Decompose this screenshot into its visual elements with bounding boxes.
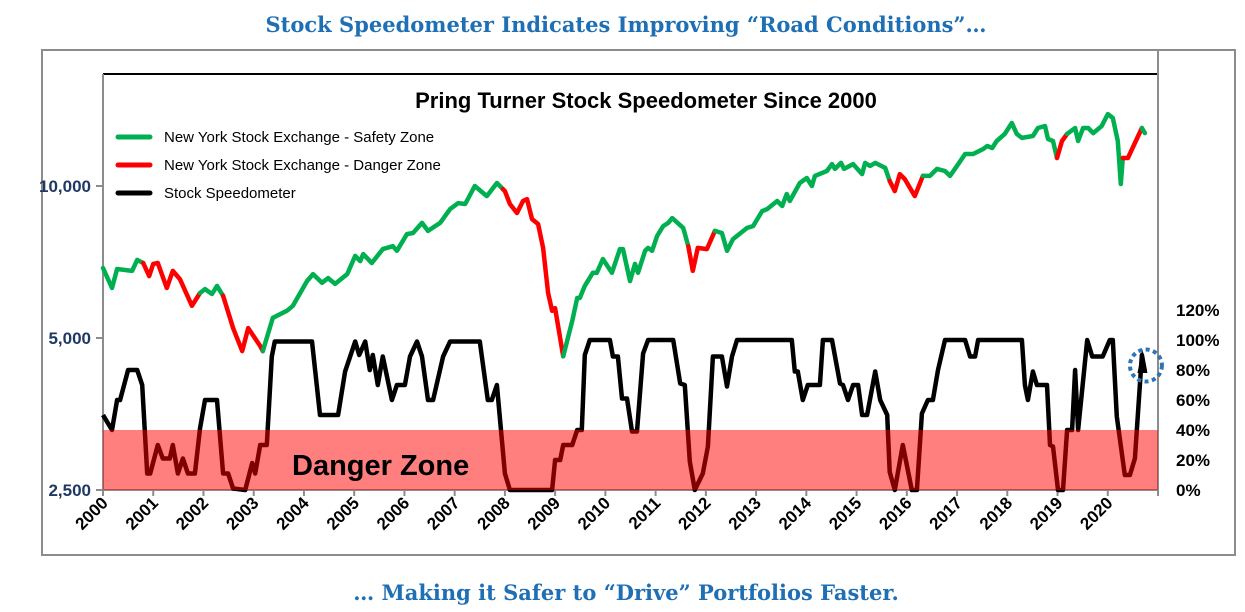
legend-label-danger: New York Stock Exchange - Danger Zone — [164, 157, 441, 174]
right-tick-label: 60% — [1176, 391, 1210, 410]
nyse-danger-segment — [220, 293, 266, 354]
chart-frame — [41, 49, 1236, 556]
x-tick-label: 2003 — [222, 493, 262, 533]
left-tick-label: 10,000 — [39, 177, 91, 196]
speedometer-arrowhead — [1137, 349, 1148, 373]
nyse-safety-segment — [560, 215, 691, 359]
nyse-safety-segment — [1064, 111, 1126, 187]
legend-label-safety: New York Stock Exchange - Safety Zone — [164, 129, 434, 146]
right-tick-label: 20% — [1176, 451, 1210, 470]
x-tick-label: 2014 — [775, 493, 816, 534]
nyse-danger-segment — [1054, 131, 1070, 161]
x-tick-label: 2006 — [373, 493, 413, 533]
x-tick-label: 2019 — [1026, 493, 1066, 533]
nyse-safety-segment — [712, 160, 892, 254]
x-tick-label: 2002 — [172, 493, 212, 533]
right-tick-label: 120% — [1176, 301, 1219, 320]
x-tick-label: 2005 — [323, 493, 363, 533]
right-tick-label: 40% — [1176, 421, 1210, 440]
legend-label-speedometer: Stock Speedometer — [164, 185, 296, 202]
x-tick-label: 2010 — [574, 493, 614, 533]
nyse-danger-segment — [500, 186, 566, 359]
chart-title: Pring Turner Stock Speedometer Since 200… — [415, 88, 877, 113]
x-tick-label: 2008 — [474, 493, 514, 533]
headline-top: Stock Speedometer Indicates Improving “R… — [265, 12, 986, 37]
x-tick-label: 2007 — [423, 493, 463, 533]
left-tick-label: 2,500 — [48, 481, 91, 500]
nyse-danger-segment — [1120, 125, 1145, 161]
nyse-danger-segment — [686, 228, 718, 274]
legend: New York Stock Exchange - Safety Zone Ne… — [115, 129, 441, 202]
right-tick-label: 80% — [1176, 361, 1210, 380]
danger-zone-band — [103, 430, 1158, 490]
x-tick-label: 2012 — [675, 493, 715, 533]
nyse-safety-segment — [100, 257, 146, 291]
headline-bottom: … Making it Safer to “Drive” Portfolios … — [353, 580, 899, 605]
nyse-safety-segment — [1139, 125, 1148, 136]
nyse-danger-segment — [140, 260, 203, 309]
x-tick-label: 2013 — [725, 493, 765, 533]
highlight-circle — [1127, 347, 1164, 384]
plot-area: 2,500 5,000 10,000 0% 20% 40% 60% 80% 100% 120% 20… — [39, 50, 1219, 534]
nyse-safety-segment — [920, 120, 1060, 179]
right-tick-label: 0% — [1176, 481, 1201, 500]
x-tick-label: 2004 — [273, 493, 314, 534]
x-tick-label: 2011 — [625, 493, 665, 533]
nyse-safety-segment — [197, 283, 226, 299]
nyse-danger-segment — [887, 171, 926, 199]
x-tick-label: 2017 — [926, 493, 966, 533]
x-tick-label: 2001 — [122, 493, 162, 533]
x-tick-label: 2016 — [875, 493, 915, 533]
left-tick-label: 5,000 — [48, 329, 91, 348]
x-tick-label: 2020 — [1076, 493, 1116, 533]
right-tick-label: 100% — [1176, 331, 1219, 350]
x-tick-label: 2015 — [825, 493, 865, 533]
x-tick-label: 2009 — [524, 493, 564, 533]
danger-zone-label: Danger Zone — [292, 450, 469, 482]
nyse-safety-segment — [260, 180, 506, 354]
x-tick-label: 2018 — [976, 493, 1016, 533]
